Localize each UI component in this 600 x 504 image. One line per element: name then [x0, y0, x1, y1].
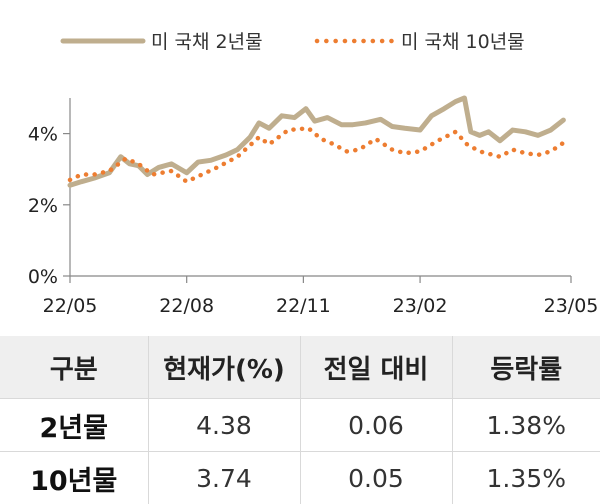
y-tick-label: 2% — [28, 195, 58, 217]
header-change: 전일 대비 — [299, 336, 452, 399]
header-category: 구분 — [0, 336, 148, 399]
y-tick-label: 0% — [28, 266, 58, 288]
header-rate: 등락률 — [451, 336, 600, 399]
x-tick-label: 23/02 — [393, 295, 448, 317]
x-tick-label: 22/11 — [276, 295, 331, 317]
row-rate: 1.38% — [451, 398, 600, 452]
row-label: 2년물 — [0, 398, 148, 452]
row-change: 0.05 — [299, 451, 452, 504]
x-tick-label: 23/05 — [544, 295, 599, 317]
x-tick-label: 22/05 — [43, 295, 98, 317]
table-row: 10년물 3.74 0.05 1.35% — [0, 451, 600, 504]
series-line-10y — [67, 126, 566, 184]
row-change: 0.06 — [299, 398, 452, 452]
y-tick-label: 4% — [28, 124, 58, 146]
chart-svg: 0% 2% 4% 22/05 22/08 22/11 23/02 23/05 미 국채 2년물 미… — [28, 31, 599, 317]
header-price: 현재가(%) — [147, 336, 300, 399]
series-line-2y — [67, 95, 566, 188]
row-rate: 1.35% — [451, 451, 600, 504]
table-row: 2년물 4.38 0.06 1.38% — [0, 398, 600, 452]
row-price: 4.38 — [147, 398, 300, 452]
row-price: 3.74 — [147, 451, 300, 504]
legend-label-10y: 미 국채 10년물 — [401, 31, 525, 53]
table-header-row: 구분 현재가(%) 전일 대비 등락률 — [0, 336, 600, 399]
yield-table: 구분 현재가(%) 전일 대비 등락률 2년물 4.38 0.06 1.38% … — [0, 336, 600, 504]
legend-label-2y: 미 국채 2년물 — [151, 31, 263, 53]
x-tick-label: 22/08 — [159, 295, 214, 317]
row-label: 10년물 — [0, 451, 148, 504]
yield-chart: 0% 2% 4% 22/05 22/08 22/11 23/02 23/05 미 국채 2년물 미… — [28, 31, 599, 317]
